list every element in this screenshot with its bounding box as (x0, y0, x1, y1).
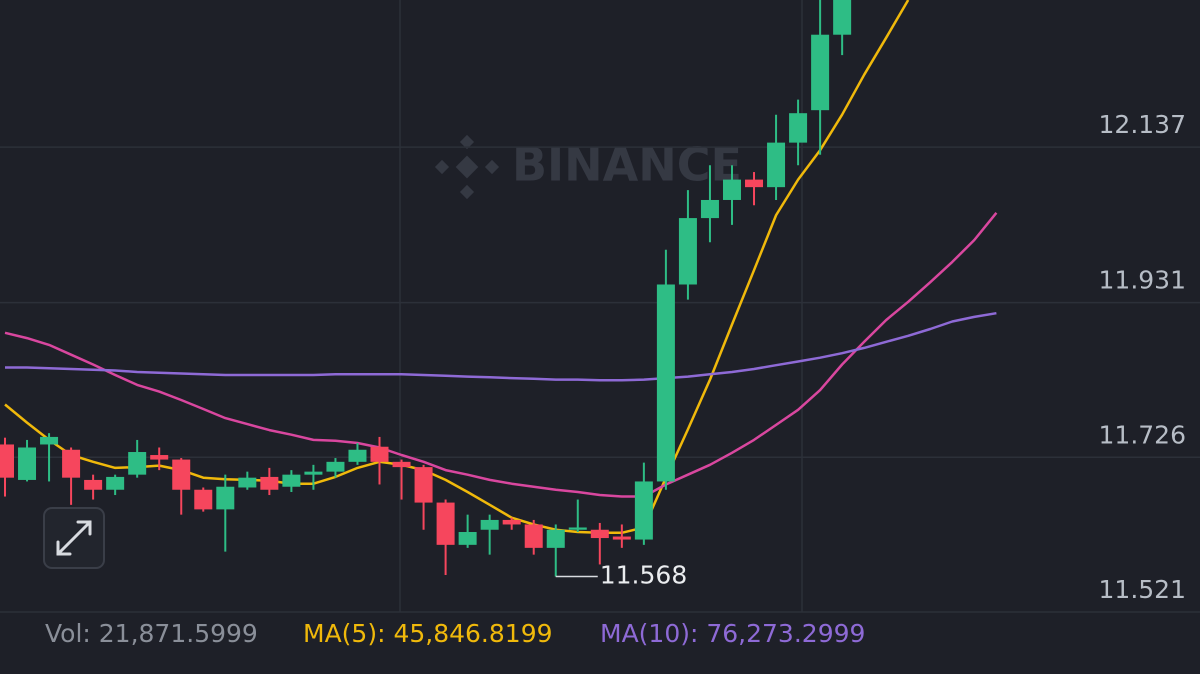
candle (811, 0, 830, 155)
candle-body (304, 471, 323, 475)
annotation-label: 11.568 (600, 561, 687, 590)
candle (722, 165, 741, 225)
candle (84, 474, 103, 500)
candle-body (392, 461, 411, 468)
candle-body (216, 486, 235, 510)
candle (767, 114, 786, 200)
candle (62, 447, 81, 505)
candle-body (745, 179, 764, 188)
y-tick-label: 12.137 (1099, 110, 1186, 139)
candle (414, 464, 433, 530)
candle-body (811, 34, 830, 111)
watermark-text: BINANCE (512, 138, 742, 192)
candle-body (436, 502, 455, 545)
stat-label: MA(5): 45,846.8199 (303, 619, 553, 648)
candle-body (767, 142, 786, 188)
candle (0, 437, 14, 497)
candle (546, 524, 565, 577)
candle (172, 458, 191, 515)
candle-body (370, 446, 389, 462)
candle-body (502, 519, 521, 525)
candle (260, 467, 279, 496)
candle-body (722, 179, 741, 200)
candle (700, 165, 719, 243)
candle (370, 436, 389, 485)
y-tick-label: 11.726 (1099, 420, 1186, 449)
candle (392, 459, 411, 500)
candle (678, 190, 697, 300)
candle (238, 471, 257, 490)
candle (436, 499, 455, 576)
candle (590, 522, 609, 565)
stat-label: Vol: 21,871.5999 (45, 619, 258, 648)
candle-body (789, 113, 808, 143)
candle-body (458, 532, 477, 545)
candle-body (612, 536, 631, 540)
candle-body (40, 436, 59, 445)
candle-body (128, 452, 147, 475)
candle (745, 172, 764, 206)
candle (304, 464, 323, 490)
candle-body (524, 524, 543, 548)
candle-body (326, 461, 345, 472)
candle-body (568, 527, 587, 530)
candle-body (700, 199, 719, 219)
candle-body (0, 444, 14, 478)
candle (18, 439, 37, 482)
candle-body (282, 474, 301, 487)
expand-icon (56, 520, 92, 556)
ma-line (4, 0, 910, 535)
candle-body (833, 0, 852, 35)
candle (194, 487, 213, 512)
candle-body (678, 218, 697, 285)
candle (282, 470, 301, 493)
candle-body (590, 529, 609, 539)
candle (348, 442, 367, 465)
expand-button[interactable] (43, 507, 105, 569)
candle-body (18, 447, 37, 480)
candle (326, 458, 345, 478)
candle (568, 499, 587, 533)
candle-body (238, 477, 257, 488)
y-tick-label: 11.521 (1099, 575, 1186, 604)
y-tick-label: 11.931 (1099, 266, 1186, 295)
stat-label: MA(10): 76,273.2999 (600, 619, 865, 648)
ma-line (4, 212, 998, 498)
candle-body (414, 467, 433, 503)
candle-body (480, 519, 499, 530)
candle (40, 433, 59, 482)
candle-body (348, 449, 367, 462)
candle (458, 514, 477, 548)
candle (150, 447, 169, 471)
ma-line (5, 311, 997, 382)
candle-body (546, 529, 565, 548)
candle (789, 99, 808, 166)
candle (833, 0, 852, 56)
candle-body (194, 489, 213, 510)
candle-body (150, 455, 169, 460)
candle-body (62, 449, 81, 478)
candle-body (260, 476, 279, 490)
candle-body (634, 481, 653, 540)
candle (634, 462, 653, 545)
candle-body (172, 459, 191, 490)
candle (128, 439, 147, 478)
candle-body (84, 479, 103, 490)
candle (524, 519, 543, 555)
candle (480, 514, 499, 555)
candle (106, 474, 125, 496)
candle (502, 517, 521, 530)
candle (656, 249, 675, 490)
candle-body (106, 476, 125, 490)
candle-body (656, 284, 675, 482)
candle (612, 524, 631, 548)
candle (216, 474, 235, 552)
